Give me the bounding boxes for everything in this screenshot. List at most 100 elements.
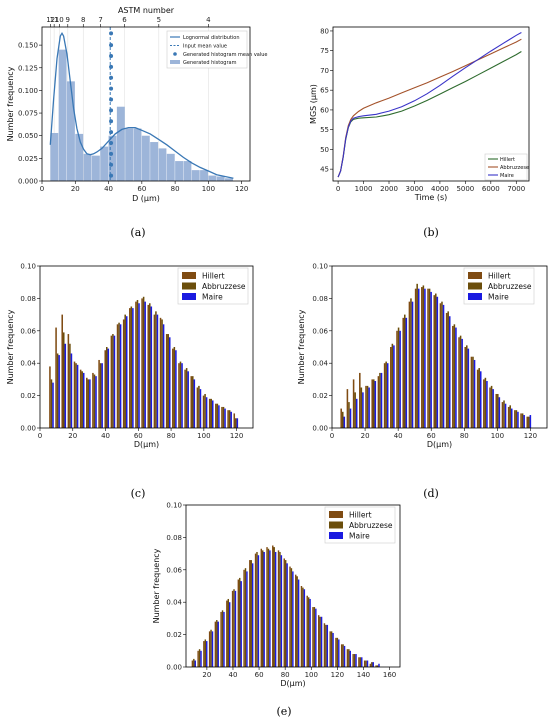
- generated-mean-point: [109, 151, 114, 156]
- bar-abbruzzese: [227, 598, 229, 667]
- histogram-bar: [216, 176, 225, 181]
- x-tick-label: 40: [104, 185, 113, 193]
- bar-abbruzzese: [204, 393, 206, 428]
- bar-maire: [349, 408, 352, 428]
- bar-abbruzzese: [198, 649, 201, 667]
- y-tick-label: 0.10: [166, 502, 182, 510]
- bar-hillert: [335, 637, 337, 667]
- legend-swatch: [170, 60, 180, 64]
- histogram-bar: [200, 170, 208, 181]
- bar-hillert: [104, 350, 106, 428]
- bar-abbruzzese: [250, 560, 252, 667]
- bar-hillert: [489, 387, 491, 428]
- generated-mean-point: [109, 130, 114, 135]
- bar-maire: [246, 571, 248, 667]
- bar-maire: [206, 641, 208, 667]
- bar-abbruzzese: [403, 314, 406, 428]
- bar-hillert: [129, 308, 131, 428]
- legend-label: Generated histogram: [183, 60, 237, 66]
- bar-maire: [332, 632, 334, 667]
- legend-label: Hillert: [500, 157, 515, 163]
- bar-abbruzzese: [233, 589, 235, 667]
- bar-hillert: [375, 665, 377, 667]
- bar-hillert: [233, 413, 236, 428]
- bar-abbruzzese: [342, 644, 344, 667]
- x-tick-label: 40: [101, 432, 110, 440]
- bar-maire: [448, 316, 451, 428]
- bar-hillert: [243, 569, 245, 667]
- bar-hillert: [312, 607, 314, 667]
- x-tick-label: 4000: [431, 185, 449, 193]
- bar-maire: [199, 389, 202, 428]
- legend-swatch: [329, 521, 343, 529]
- bar-hillert: [147, 304, 150, 428]
- legend-label: Input mean value: [183, 43, 227, 49]
- bar-maire: [498, 397, 501, 428]
- bar-abbruzzese: [447, 311, 449, 428]
- bar-hillert: [159, 317, 162, 428]
- bar-hillert: [501, 402, 504, 428]
- bar-maire: [251, 563, 254, 667]
- x-tick-label: 60: [255, 671, 264, 679]
- bar-abbruzzese: [325, 624, 327, 667]
- histogram-bar: [183, 161, 192, 181]
- bar-maire: [58, 355, 60, 428]
- x-tick-label: 80: [167, 432, 176, 440]
- bar-abbruzzese: [472, 356, 474, 428]
- bar-maire: [473, 359, 476, 428]
- bar-maire: [374, 381, 377, 428]
- bar-maire: [362, 392, 364, 428]
- bar-maire: [236, 418, 239, 428]
- bar-maire: [228, 602, 231, 667]
- x-tick-label: 3000: [406, 185, 424, 193]
- bar-maire: [292, 571, 294, 667]
- top-axis-label: ASTM number: [118, 6, 175, 15]
- panel-e: 20 40 60 80 100 120 140 160 0.00 0.02 0.04 0.06 0.08…: [152, 502, 401, 718]
- y-tick-label: 0.00: [312, 425, 328, 433]
- legend-label: Generated histogram mean value: [183, 52, 267, 58]
- legend-swatch: [173, 52, 177, 56]
- bar-hillert: [61, 314, 63, 428]
- histogram-bar: [191, 170, 200, 181]
- bar-hillert: [231, 590, 234, 667]
- bar-abbruzzese: [198, 385, 200, 428]
- bar-hillert: [214, 621, 217, 667]
- bar-hillert: [249, 560, 251, 667]
- legend-label: Hillert: [202, 272, 225, 281]
- histogram-bar: [116, 106, 125, 181]
- x-tick-label: 80: [171, 185, 180, 193]
- bar-abbruzzese: [330, 631, 333, 667]
- bar-maire: [224, 408, 226, 428]
- bar-maire: [442, 304, 445, 428]
- bar-abbruzzese: [192, 376, 194, 428]
- histogram-bar: [83, 153, 92, 181]
- histogram-bar: [50, 132, 59, 181]
- histogram-bar: [75, 133, 84, 181]
- bar-maire: [405, 317, 408, 428]
- bar-abbruzzese: [124, 314, 126, 428]
- top-tick-label: 6: [122, 16, 127, 24]
- bar-abbruzzese: [372, 379, 375, 428]
- bar-maire: [168, 337, 171, 428]
- bar-maire: [200, 650, 202, 667]
- bar-hillert: [79, 369, 82, 428]
- bar-abbruzzese: [371, 662, 373, 667]
- bar-hillert: [178, 363, 180, 428]
- bar-hillert: [371, 379, 373, 428]
- x-tick-label: 140: [357, 671, 370, 679]
- bar-maire: [82, 372, 85, 428]
- legend-label: Maire: [500, 173, 514, 179]
- bar-hillert: [184, 369, 186, 428]
- bar-abbruzzese: [360, 387, 363, 428]
- bar-hillert: [86, 377, 88, 428]
- bar-abbruzzese: [149, 303, 151, 428]
- generated-mean-point: [109, 162, 114, 167]
- bar-maire: [361, 657, 363, 667]
- x-axis-label: D (µm): [132, 194, 160, 203]
- legend-swatch: [468, 293, 482, 300]
- x-axis-label: D(µm): [427, 440, 452, 449]
- bar-abbruzzese: [118, 322, 120, 428]
- y-axis-label: Number frequency: [6, 309, 15, 384]
- legend-label: Abbruzzese: [202, 282, 246, 291]
- bar-hillert: [359, 372, 361, 428]
